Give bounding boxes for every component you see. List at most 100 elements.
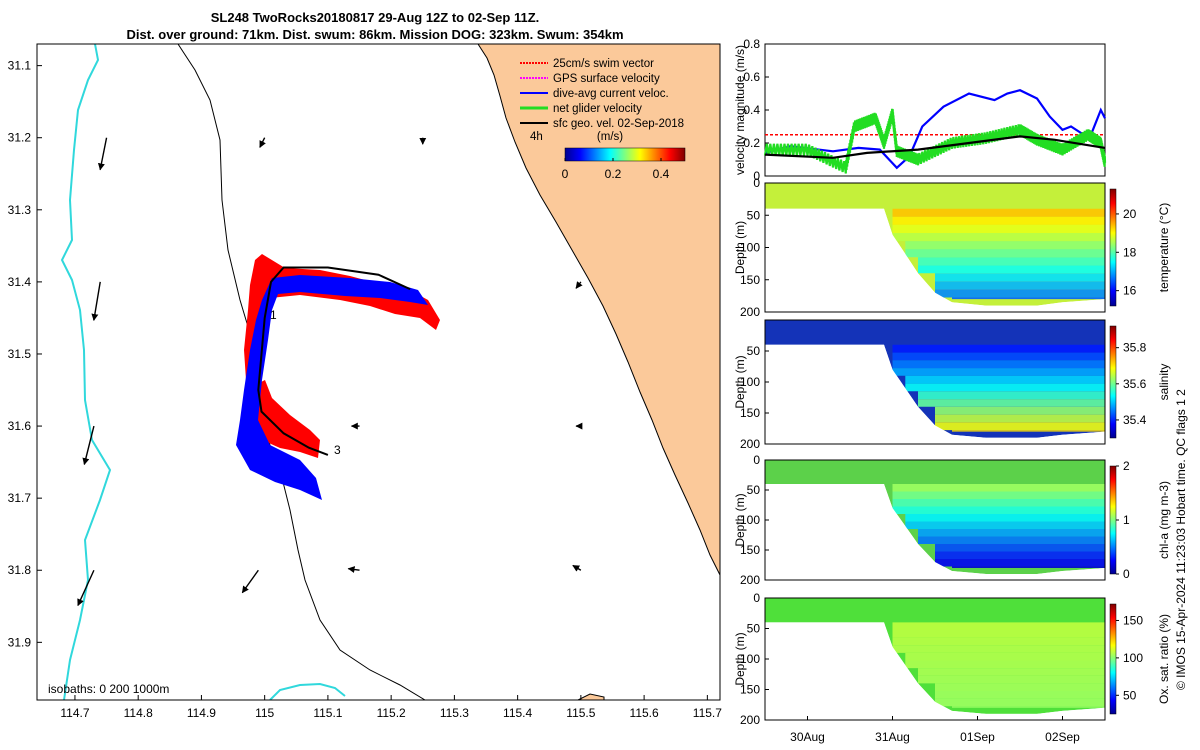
section-depth-band: [892, 352, 1105, 361]
section-depth-band: [918, 399, 1105, 407]
section-depth-band: [892, 216, 1105, 225]
section-depth-band: [918, 675, 1105, 684]
map-ytick-label: 31.8: [8, 563, 32, 577]
velocity-series: [763, 89, 1107, 174]
section-depth-band: [892, 622, 1105, 630]
map-legend: 25cm/s swim vector GPS surface velocity …: [520, 58, 686, 181]
section-depth-band: [892, 224, 1105, 233]
map-ytick-label: 31.1: [8, 59, 32, 73]
net-track-line: [257, 266, 411, 456]
velocity-series-line: [764, 89, 1106, 170]
section-colorbar: [1109, 465, 1117, 575]
credit-text: © IMOS 15-Apr-2024 11:23:03 Hobart time.…: [1174, 389, 1188, 690]
map-xtick-label: 115.3: [440, 706, 469, 720]
legend-geo-velocity: sfc geo. vel. 02-Sep-2018: [553, 118, 684, 130]
velocity-panel: 0 0.2 0.4 0.6 0.8 velocity magnitude (m/s): [733, 37, 1107, 183]
map-xtick-label: 115.4: [503, 706, 532, 720]
section-depth-band: [952, 566, 1105, 568]
time-tick-label: 30Aug: [790, 730, 825, 744]
map-cbar-tick-label: 0.4: [653, 167, 670, 181]
coastline-inner: [177, 44, 426, 700]
map-ytick-label: 31.2: [8, 131, 32, 145]
section-depth-band: [918, 391, 1105, 400]
section-depth-band: [905, 660, 1105, 669]
time-tick-label: 01Sep: [960, 730, 995, 744]
section-cbar-tick-label: 35.4: [1123, 413, 1147, 427]
section-ytick-label: 100: [740, 513, 760, 527]
map-xtick-label: 115.6: [630, 706, 659, 720]
section-ytick-label: 100: [740, 375, 760, 389]
surface-velocity-vector: [77, 569, 95, 607]
section-depth-band: [892, 506, 1105, 514]
section-depth-band: [905, 241, 1105, 250]
isobath-line-2: [269, 682, 346, 700]
velocity-ytick-label: 0: [753, 169, 760, 183]
section-depth-band: [892, 499, 1105, 507]
section-ytick-label: 200: [740, 713, 760, 727]
section-depth-band: [892, 491, 1105, 499]
section-ytick-label: 50: [747, 208, 761, 222]
velocity-y-ticks: 0 0.2 0.4 0.6 0.8: [743, 37, 769, 183]
map-x-ticks: 114.7 114.8 114.9 115 115.1 115.2 115.3 115.4 11…: [60, 695, 722, 720]
velocity-ytick-label: 0.2: [743, 136, 760, 150]
velocity-ytick-label: 0.4: [743, 103, 760, 117]
section-cbar-tick-label: 0: [1123, 567, 1130, 581]
section-depth-band: [935, 414, 1105, 423]
section-ytick-label: 200: [740, 305, 760, 319]
section-cbar-label: temperature (°C): [1157, 203, 1171, 293]
map-ytick-label: 31.4: [8, 275, 32, 289]
legend-current-velocity: dive-avg current veloc.: [553, 88, 669, 100]
legend-gps-velocity: GPS surface velocity: [553, 73, 660, 85]
section-depth-band: [935, 289, 1105, 298]
section-ytick-label: 150: [740, 543, 760, 557]
section-depth-band: [892, 360, 1105, 369]
section-depth-band: [935, 551, 1105, 559]
section-cbar-tick-label: 35.8: [1123, 341, 1147, 355]
map-colorbar: [564, 147, 686, 162]
time-tick-label: 02Sep: [1045, 730, 1080, 744]
map-xtick-label: 115.2: [377, 706, 406, 720]
section-ytick-label: 150: [740, 273, 760, 287]
map-ytick-label: 31.5: [8, 347, 32, 361]
map-xtick-label: 115.5: [566, 706, 595, 720]
section-cbar-label: salinity: [1157, 364, 1171, 401]
chl-section: 0 50 100 150 200 Depth (m) 0 1 2 chl-a (mg m-3): [733, 453, 1171, 587]
section-cbar-tick-label: 100: [1123, 651, 1143, 665]
section-depth-band: [952, 430, 1105, 432]
velocity-ylabel: velocity magnitude (m/s): [733, 45, 747, 175]
section-depth-band: [905, 521, 1105, 529]
section-ytick-label: 100: [740, 241, 760, 255]
section-ytick-label: 0: [753, 591, 760, 605]
section-blank: [765, 484, 1105, 580]
map-ytick-label: 31.3: [8, 203, 32, 217]
map-xtick-label: 115.1: [313, 706, 342, 720]
section-blank: [765, 344, 1105, 444]
section-cbar-tick-label: 50: [1123, 688, 1137, 702]
section-depth-band: [952, 706, 1105, 708]
time-tick-label: 31Aug: [875, 730, 910, 744]
section-depth-band: [892, 368, 1105, 376]
section-depth-band: [892, 233, 1105, 242]
map-xtick-label: 115: [255, 706, 274, 720]
title-line2: Dist. over ground: 71km. Dist. swum: 86k…: [126, 27, 623, 42]
section-depth-band: [905, 652, 1105, 661]
colorbar-label: (m/s): [597, 131, 623, 143]
section-cbar-tick-label: 18: [1123, 245, 1137, 259]
section-ytick-label: 150: [740, 406, 760, 420]
isobath-line: [60, 44, 112, 700]
surface-velocity-vector: [259, 137, 266, 148]
map-cbar-tick-label: 0: [562, 167, 569, 181]
section-depth-band: [935, 691, 1105, 699]
section-depth-band: [918, 265, 1105, 274]
velocity-series-line: [763, 108, 1107, 174]
surface-vectors: [77, 137, 583, 607]
section-depth-band: [918, 257, 1105, 266]
map-frame: [36, 43, 721, 701]
section-depth-band: [952, 297, 1105, 300]
section-ytick-label: 200: [740, 437, 760, 451]
blue-current-vectors: [236, 275, 428, 500]
section-depth-band: [935, 544, 1105, 552]
section-depth-band: [935, 273, 1105, 282]
